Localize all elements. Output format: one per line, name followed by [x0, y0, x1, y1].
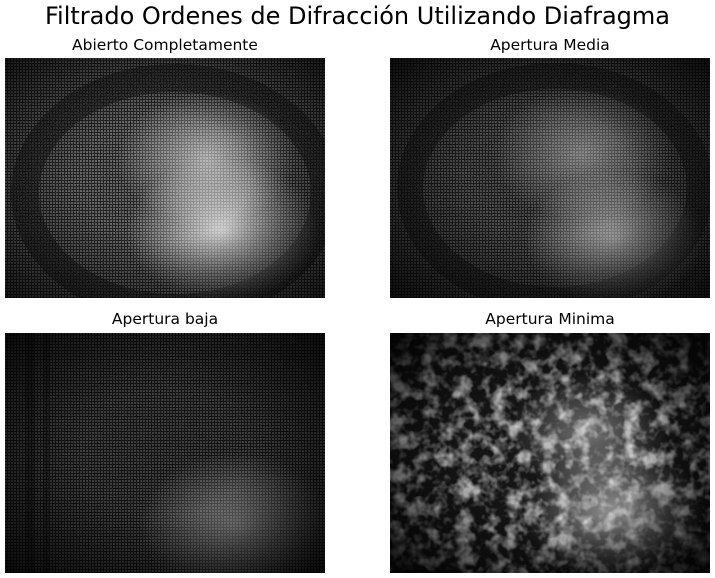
figure-title: Filtrado Ordenes de Difracción Utilizand… — [45, 2, 670, 30]
image-apertura-baja — [5, 333, 325, 573]
panel-title-abierto-completamente: Abierto Completamente — [72, 36, 258, 54]
image-apertura-media — [390, 58, 710, 298]
image-abierto-completamente — [5, 58, 325, 298]
image-apertura-minima — [390, 333, 710, 573]
panel-title-apertura-baja: Apertura baja — [111, 310, 219, 328]
panel-title-apertura-minima: Apertura Minima — [485, 310, 615, 328]
panel-title-apertura-media: Apertura Media — [490, 36, 610, 54]
